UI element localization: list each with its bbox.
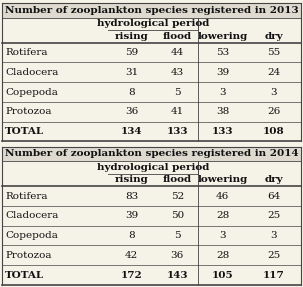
Bar — [2, 3, 301, 18]
Text: 143: 143 — [167, 271, 188, 280]
Text: 39: 39 — [216, 68, 229, 77]
Text: 172: 172 — [121, 271, 143, 280]
Text: Copepoda: Copepoda — [5, 88, 58, 96]
Text: 28: 28 — [216, 251, 229, 260]
Text: flood: flood — [163, 32, 192, 41]
Text: 105: 105 — [212, 271, 234, 280]
Text: 64: 64 — [267, 191, 281, 201]
Bar — [2, 147, 301, 161]
Text: 50: 50 — [171, 211, 184, 220]
Text: 59: 59 — [125, 48, 138, 57]
Bar — [2, 30, 301, 43]
Text: 52: 52 — [171, 191, 184, 201]
Text: 8: 8 — [128, 88, 135, 96]
Text: 46: 46 — [216, 191, 229, 201]
Text: hydrological period: hydrological period — [97, 20, 209, 28]
Text: 41: 41 — [171, 107, 184, 116]
Text: 5: 5 — [174, 88, 181, 96]
Text: 83: 83 — [125, 191, 138, 201]
Text: 3: 3 — [271, 231, 277, 240]
Text: 5: 5 — [174, 231, 181, 240]
Bar — [2, 161, 301, 174]
Text: 31: 31 — [125, 68, 138, 77]
Text: 44: 44 — [171, 48, 184, 57]
Text: flood: flood — [163, 175, 192, 184]
Text: 43: 43 — [171, 68, 184, 77]
Text: 38: 38 — [216, 107, 229, 116]
Text: Protozoa: Protozoa — [5, 251, 52, 260]
Text: 26: 26 — [267, 107, 281, 116]
Text: 39: 39 — [125, 211, 138, 220]
Bar — [2, 174, 301, 186]
Text: Protozoa: Protozoa — [5, 107, 52, 116]
Text: 55: 55 — [267, 48, 281, 57]
Text: rising: rising — [115, 175, 149, 184]
Text: 53: 53 — [216, 48, 229, 57]
Text: lowering: lowering — [198, 175, 248, 184]
Text: hydrological period: hydrological period — [97, 163, 209, 172]
Text: 3: 3 — [219, 231, 226, 240]
Text: 3: 3 — [271, 88, 277, 96]
Text: Rotifera: Rotifera — [5, 191, 48, 201]
Text: Number of zooplankton species registered in 2014: Number of zooplankton species registered… — [5, 150, 298, 158]
Text: TOTAL: TOTAL — [5, 127, 44, 136]
Text: Cladocera: Cladocera — [5, 68, 58, 77]
Text: dry: dry — [265, 175, 283, 184]
Text: 36: 36 — [171, 251, 184, 260]
Text: Copepoda: Copepoda — [5, 231, 58, 240]
Text: 117: 117 — [263, 271, 285, 280]
Text: rising: rising — [115, 32, 149, 41]
Text: 42: 42 — [125, 251, 138, 260]
Text: 28: 28 — [216, 211, 229, 220]
Text: Number of zooplankton species registered in 2013: Number of zooplankton species registered… — [5, 6, 298, 15]
Text: Rotifera: Rotifera — [5, 48, 48, 57]
Text: 36: 36 — [125, 107, 138, 116]
Text: 25: 25 — [267, 251, 281, 260]
Text: 133: 133 — [167, 127, 188, 136]
Text: 25: 25 — [267, 211, 281, 220]
Text: Cladocera: Cladocera — [5, 211, 58, 220]
Text: 3: 3 — [219, 88, 226, 96]
Bar — [2, 18, 301, 30]
Text: 24: 24 — [267, 68, 281, 77]
Text: lowering: lowering — [198, 32, 248, 41]
Text: 134: 134 — [121, 127, 142, 136]
Text: TOTAL: TOTAL — [5, 271, 44, 280]
Text: 133: 133 — [212, 127, 233, 136]
Text: 108: 108 — [263, 127, 285, 136]
Text: 8: 8 — [128, 231, 135, 240]
Text: dry: dry — [265, 32, 283, 41]
